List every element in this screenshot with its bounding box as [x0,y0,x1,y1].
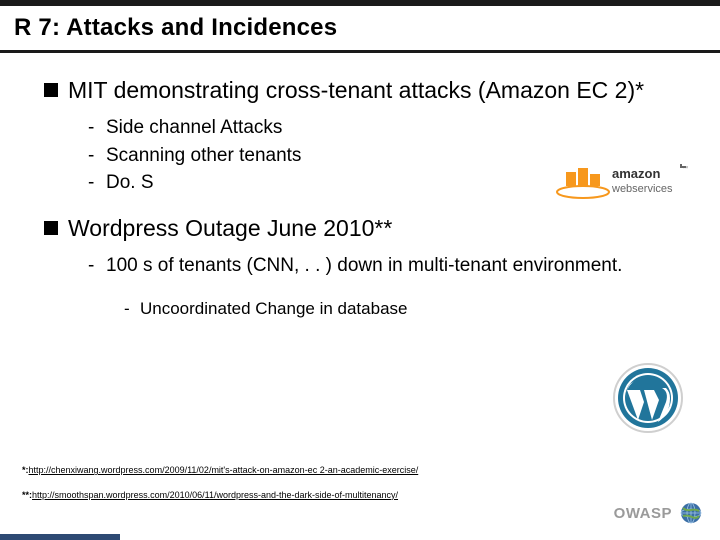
list-item-label: Uncoordinated Change in database [140,297,407,321]
amazon-webservices-logo: amazon webservices ™ [554,160,694,216]
svg-text:™: ™ [682,165,688,172]
footnotes: *:http://chenxiwang.wordpress.com/2009/1… [22,463,698,502]
list-item-label: Side channel Attacks [106,114,282,142]
owasp-footer: OWASP [614,502,702,524]
square-bullet-icon [44,83,58,97]
square-bullet-icon [44,221,58,235]
footnote-2-prefix: **: [22,490,32,500]
list-item-label: 100 s of tenants (CNN, . . ) down in mul… [106,252,622,280]
list-item: -Uncoordinated Change in database [124,297,676,321]
wordpress-sublist: -100 s of tenants (CNN, . . ) down in mu… [88,252,676,280]
list-item-label: Scanning other tenants [106,142,301,170]
footnote-2-link[interactable]: http://smoothspan.wordpress.com/2010/06/… [32,490,398,500]
owasp-globe-icon [680,502,702,524]
slide-title: R 7: Attacks and Incidences [0,6,720,48]
footnote-1-link[interactable]: http://chenxiwang.wordpress.com/2009/11/… [29,465,419,475]
svg-text:webservices: webservices [611,183,673,195]
list-item-label: Do. S [106,169,154,197]
wordpress-subsub: -Uncoordinated Change in database [124,297,676,321]
bullet-mit: MIT demonstrating cross-tenant attacks (… [44,77,676,104]
bullet-mit-text: MIT demonstrating cross-tenant attacks (… [68,77,644,104]
bullet-wordpress-text: Wordpress Outage June 2010** [68,215,392,242]
owasp-label: OWASP [614,505,672,522]
wordpress-logo [612,362,684,434]
footnote-1: *:http://chenxiwang.wordpress.com/2009/1… [22,463,698,477]
list-item: -100 s of tenants (CNN, . . ) down in mu… [88,252,676,280]
bullet-wordpress: Wordpress Outage June 2010** [44,215,676,242]
footnote-2: **:http://smoothspan.wordpress.com/2010/… [22,488,698,502]
svg-text:amazon: amazon [612,166,660,181]
bottom-accent-strip [0,534,120,540]
list-item: -Side channel Attacks [88,114,676,142]
